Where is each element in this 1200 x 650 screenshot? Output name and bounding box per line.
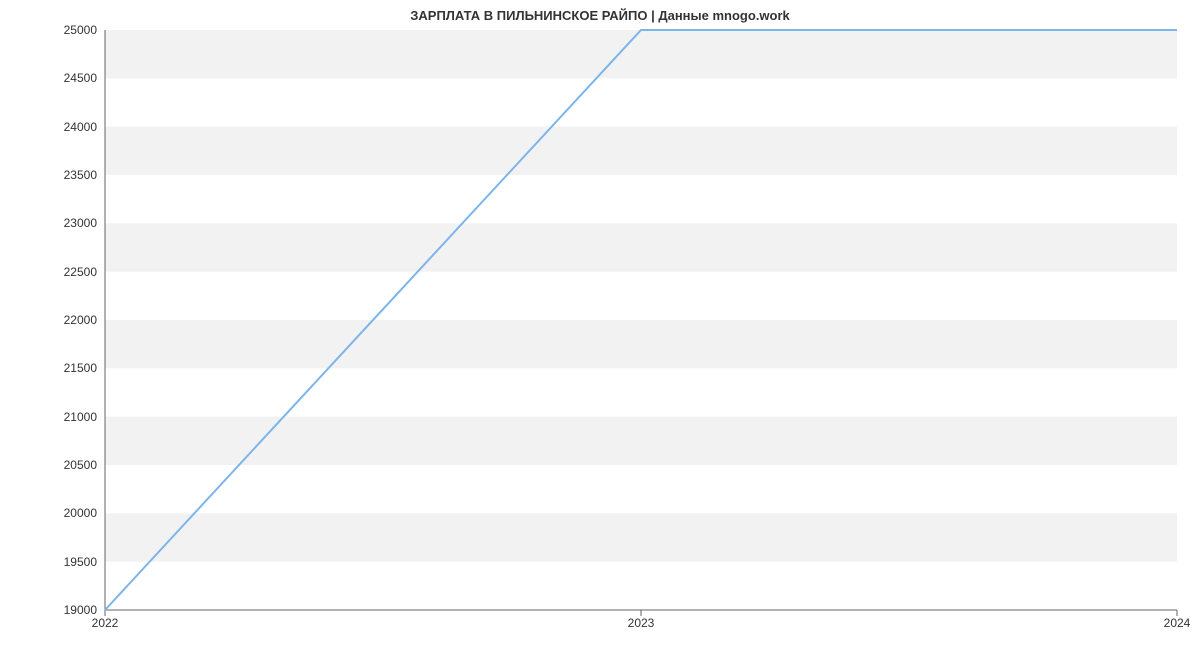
y-tick-label: 23000 [64,216,97,230]
y-tick-label: 23500 [64,168,97,182]
y-tick-label: 20500 [64,458,97,472]
salary-line-chart: ЗАРПЛАТА В ПИЛЬНИНСКОЕ РАЙПО | Данные mn… [0,0,1200,650]
grid-stripe [105,127,1177,175]
grid-stripe [105,223,1177,271]
grid-stripe [105,30,1177,78]
x-tick-label: 2022 [92,616,119,630]
plot-area: 1900019500200002050021000215002200022500… [105,30,1177,610]
y-tick-label: 24500 [64,71,97,85]
chart-title: ЗАРПЛАТА В ПИЛЬНИНСКОЕ РАЙПО | Данные mn… [0,8,1200,23]
x-tick-label: 2024 [1164,616,1191,630]
plot-svg [105,30,1177,610]
y-tick-label: 20000 [64,506,97,520]
y-tick-label: 22000 [64,313,97,327]
y-tick-label: 25000 [64,23,97,37]
grid-stripe [105,513,1177,561]
y-tick-label: 22500 [64,265,97,279]
y-tick-label: 21500 [64,361,97,375]
y-tick-label: 19000 [64,603,97,617]
y-tick-label: 24000 [64,120,97,134]
y-tick-label: 21000 [64,410,97,424]
grid-stripe [105,417,1177,465]
y-tick-label: 19500 [64,555,97,569]
grid-stripe [105,320,1177,368]
x-tick-label: 2023 [628,616,655,630]
